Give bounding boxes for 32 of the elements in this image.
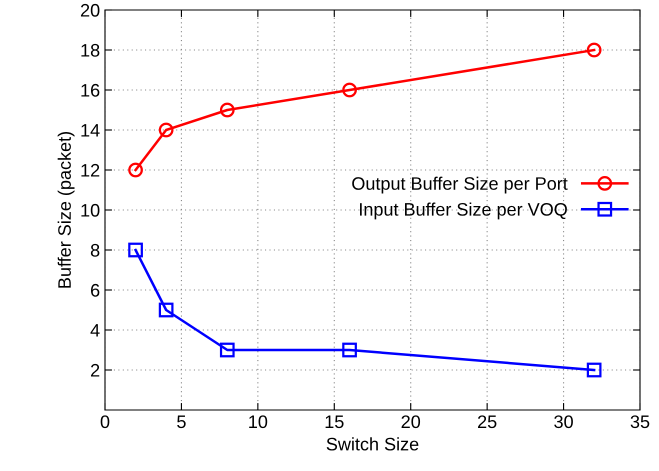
x-tick-label: 30 <box>554 415 573 428</box>
x-tick-label: 20 <box>402 415 420 428</box>
legend-label: Output Buffer Size per Port <box>352 176 568 194</box>
point <box>586 42 602 58</box>
point <box>158 302 174 318</box>
x-tick-label: 5 <box>177 416 186 428</box>
point <box>220 342 235 358</box>
point <box>220 102 235 118</box>
point <box>128 162 143 178</box>
legend-label: Input Buffer Size per VOQ <box>360 202 567 220</box>
y-tick-label: 10 <box>81 204 100 217</box>
point <box>586 362 602 378</box>
y-tick-label: 16 <box>81 84 100 97</box>
y-tick-label: 8 <box>90 244 100 257</box>
point <box>342 342 357 358</box>
x-tick-label: 15 <box>326 416 344 428</box>
x-tick-label: 35 <box>630 415 650 428</box>
point <box>342 82 357 98</box>
point <box>158 122 174 138</box>
y-axis-title: Buffer Size (packet) <box>58 132 74 288</box>
x-tick-label: 0 <box>100 415 110 428</box>
y-tick-label: 14 <box>81 124 100 137</box>
x-tick-label: 10 <box>249 415 268 428</box>
point <box>128 242 143 258</box>
y-tick-label: 6 <box>91 284 100 297</box>
y-tick-label: 20 <box>80 4 100 17</box>
x-tick-label: 25 <box>478 415 496 428</box>
y-tick-label: 18 <box>81 44 100 57</box>
x-axis-title: Switch Size <box>326 437 418 451</box>
y-tick-label: 12 <box>81 164 100 177</box>
y-tick-label: 2 <box>91 364 100 377</box>
y-tick-label: 4 <box>90 324 100 337</box>
